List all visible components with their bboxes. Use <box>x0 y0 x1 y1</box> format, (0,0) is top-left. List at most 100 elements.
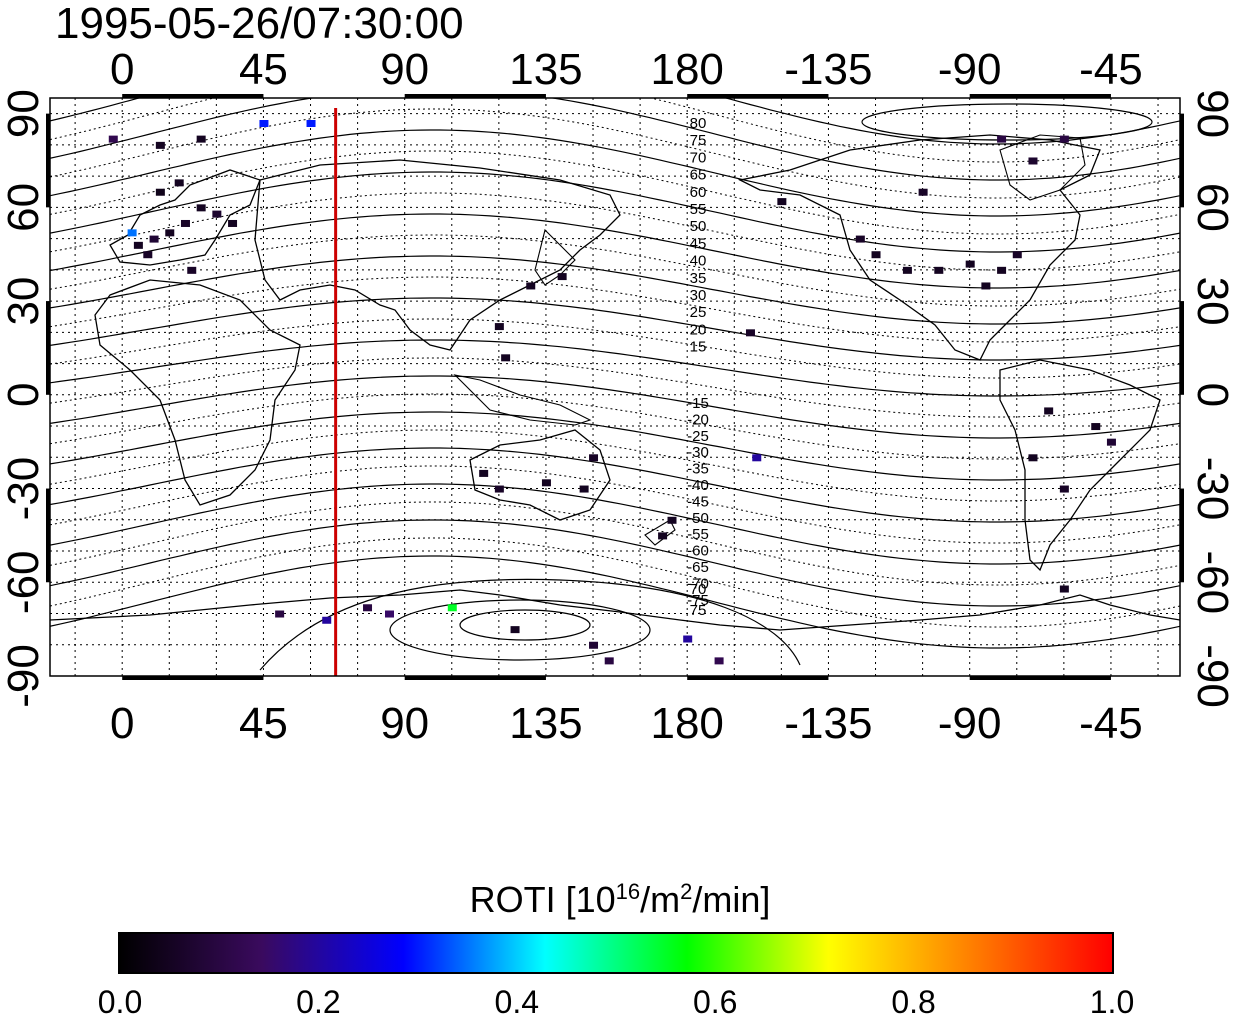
roti-cell <box>579 485 589 493</box>
roti-cell <box>196 135 206 143</box>
x-tick-label-bottom: -90 <box>938 699 1002 748</box>
roti-cell <box>997 266 1007 274</box>
roti-cell <box>1106 438 1116 446</box>
y-tick-label-left: -30 <box>0 457 48 521</box>
contour-line <box>50 108 1180 199</box>
roti-cell <box>934 266 944 274</box>
y-tick-label-right: -30 <box>1188 457 1237 521</box>
contour-line <box>50 447 1180 523</box>
contour-label: 15 <box>690 339 707 356</box>
contour-line <box>50 411 1180 481</box>
y-tick-label-right: 90 <box>1188 89 1237 138</box>
frame-bar-top <box>122 94 264 98</box>
contour-label: 45 <box>690 235 707 252</box>
roti-cell <box>997 135 1007 143</box>
x-tick-label-bottom: 0 <box>110 699 134 748</box>
contour-label: -60 <box>687 543 709 560</box>
roti-cell <box>228 219 238 227</box>
contour-label: 20 <box>690 321 707 338</box>
roti-cell <box>714 657 724 665</box>
contour-line <box>50 297 1180 361</box>
frame-bar-top <box>404 94 546 98</box>
contour-line <box>50 98 1180 163</box>
roti-cell <box>918 188 928 196</box>
x-tick-label-top: -135 <box>784 45 872 94</box>
contour-line <box>50 555 1180 649</box>
contour-line <box>50 150 1180 235</box>
contour-line <box>50 98 1180 181</box>
contour-line <box>50 192 1180 271</box>
x-tick-label-top: -90 <box>938 45 1002 94</box>
roti-cell <box>494 323 504 331</box>
roti-cell <box>212 210 222 218</box>
contour-label: 35 <box>690 270 707 287</box>
contour-label: 25 <box>690 304 707 321</box>
contour-label: -50 <box>687 510 709 527</box>
roti-cell <box>180 219 190 227</box>
roti-cell <box>306 119 316 127</box>
colorbar-tick-label: 0.4 <box>494 984 540 1020</box>
timestamp-title: 1995-05-26/07:30:00 <box>55 0 464 48</box>
colorbar-tick-label: 0.8 <box>891 984 936 1020</box>
roti-data-cells <box>108 119 1116 665</box>
colorbar-tick-label: 0.2 <box>296 984 341 1020</box>
y-tick-label-right: 60 <box>1188 183 1237 232</box>
contour-line <box>50 429 1180 502</box>
roti-cell <box>108 135 118 143</box>
contour-label: 70 <box>690 581 707 598</box>
roti-cell <box>777 198 787 206</box>
x-tick-label-bottom: 180 <box>650 699 723 748</box>
roti-cell <box>1028 157 1038 165</box>
y-tick-label-left: 60 <box>0 183 48 232</box>
roti-cell <box>1059 585 1069 593</box>
contour-label: 80 <box>690 115 707 132</box>
contour-label: -45 <box>687 493 709 510</box>
roti-cell <box>174 179 184 187</box>
contour-label: 60 <box>690 184 707 201</box>
frame-bar-bottom <box>969 676 1111 680</box>
roti-cell <box>187 266 197 274</box>
colorbar-gradient <box>118 932 1114 974</box>
roti-cell <box>165 229 175 237</box>
roti-cell <box>1059 485 1069 493</box>
roti-cell <box>589 454 599 462</box>
contour-label: -15 <box>687 395 709 412</box>
roti-cell <box>149 235 159 243</box>
x-tick-label-top: 135 <box>509 45 582 94</box>
contour-label: -25 <box>687 428 709 445</box>
x-tick-label-bottom: 45 <box>239 699 288 748</box>
x-tick-label-bottom: 90 <box>380 699 429 748</box>
roti-cell <box>902 266 912 274</box>
geomagnetic-latitude-contours <box>50 98 1180 671</box>
roti-cell <box>385 610 394 618</box>
roti-cell <box>1044 407 1054 415</box>
contour-line <box>50 129 1180 217</box>
contour-label: -30 <box>687 444 709 461</box>
frame-bar-bottom <box>122 676 264 680</box>
contour-label: -75 <box>687 592 709 609</box>
roti-cell <box>133 241 143 249</box>
contour-line <box>50 255 1180 325</box>
contour-label: -20 <box>687 411 709 428</box>
contour-label: 50 <box>690 218 707 235</box>
frame-bar-top <box>969 94 1111 98</box>
roti-cell <box>510 626 520 634</box>
colorbar-tick-label: 0.6 <box>692 984 738 1020</box>
contour-line <box>50 519 1180 607</box>
roti-cell <box>363 604 373 612</box>
x-tick-label-bottom: -45 <box>1079 699 1143 748</box>
contour-line <box>50 213 1180 289</box>
contour-loop-south-inner <box>459 609 591 641</box>
roti-cell <box>557 273 567 281</box>
y-tick-label-left: -90 <box>0 644 48 708</box>
roti-cell <box>871 251 881 259</box>
frame-bar-left <box>46 113 50 208</box>
axis-labels: 0045459090135135180180-135-135-90-90-45-… <box>0 45 1237 748</box>
y-tick-label-right: -90 <box>1188 644 1237 708</box>
contour-label: 70 <box>690 149 707 166</box>
frame-bar-right <box>1180 301 1184 395</box>
roti-cell <box>541 479 551 487</box>
roti-cell <box>155 188 165 196</box>
contour-line <box>50 483 1180 565</box>
roti-cell <box>479 469 489 477</box>
